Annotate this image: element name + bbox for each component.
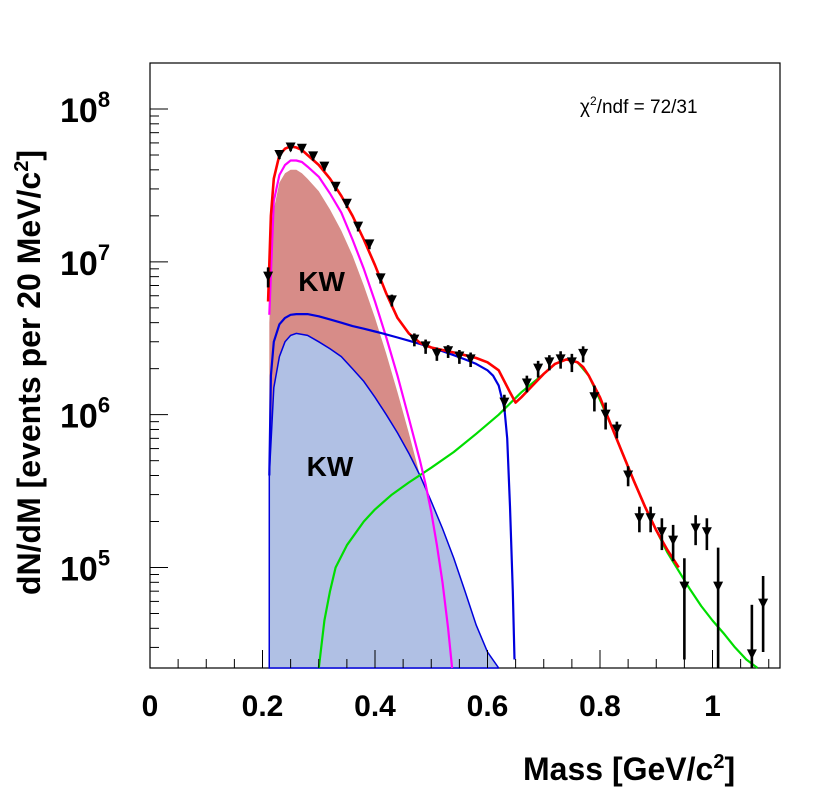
data-point xyxy=(330,181,341,192)
y-tick-label: 107 xyxy=(60,240,110,283)
x-tick-label: 0 xyxy=(142,690,159,723)
data-point xyxy=(690,523,701,534)
x-axis-label: Mass [GeV/c2] xyxy=(523,751,735,787)
data-points xyxy=(263,142,769,668)
y-tick-label: 108 xyxy=(60,87,110,130)
data-point xyxy=(443,346,454,357)
y-tick-label: 105 xyxy=(60,546,110,589)
y-tick-label: 106 xyxy=(60,393,110,436)
line-blue-component xyxy=(268,313,516,660)
data-point xyxy=(386,295,397,306)
data-point xyxy=(656,527,667,538)
data-point xyxy=(645,513,656,524)
data-point xyxy=(296,143,307,154)
data-point xyxy=(420,341,431,352)
data-point xyxy=(341,198,352,209)
data-point xyxy=(409,334,420,345)
x-tick-label: 0.4 xyxy=(354,690,396,723)
data-point xyxy=(701,527,712,538)
y-axis-label: dN/dM [events per 20 MeV/c2] xyxy=(11,150,47,595)
filled-components xyxy=(268,169,500,669)
data-point xyxy=(544,357,555,368)
data-point xyxy=(521,378,532,389)
data-point xyxy=(308,151,319,162)
data-point xyxy=(364,239,375,250)
x-tick-label: 0.6 xyxy=(467,690,509,723)
data-point xyxy=(533,363,544,374)
x-tick-label: 0.2 xyxy=(242,690,284,723)
data-point xyxy=(758,598,769,609)
data-point xyxy=(668,535,679,546)
x-tick-label: 0.8 xyxy=(579,690,621,723)
chi2-annotation: χ2/ndf = 72/31 xyxy=(580,94,698,118)
data-point xyxy=(319,161,330,172)
data-point xyxy=(566,357,577,368)
data-point xyxy=(375,273,386,284)
data-point xyxy=(274,150,285,161)
data-point xyxy=(499,397,510,408)
data-point xyxy=(679,581,690,592)
data-point xyxy=(746,649,757,660)
data-point xyxy=(589,392,600,403)
axes: 0 0.2 0.4 0.6 0.8 1 105 106 107 108 KW KW xyxy=(60,62,770,723)
data-point xyxy=(578,348,589,359)
data-point xyxy=(263,271,274,282)
data-point xyxy=(634,513,645,524)
line-kw-broad-magenta xyxy=(268,159,454,669)
data-point xyxy=(285,142,296,153)
data-point xyxy=(555,354,566,365)
data-point xyxy=(611,424,622,435)
data-point xyxy=(454,351,465,362)
region-label: KW xyxy=(298,266,345,297)
data-point xyxy=(431,348,442,359)
data-point xyxy=(623,470,634,481)
data-point xyxy=(465,354,476,365)
data-point xyxy=(353,221,364,232)
region-label: KW xyxy=(307,451,354,482)
data-point xyxy=(713,581,724,592)
data-point xyxy=(600,409,611,420)
x-tick-label: 1 xyxy=(704,690,721,723)
